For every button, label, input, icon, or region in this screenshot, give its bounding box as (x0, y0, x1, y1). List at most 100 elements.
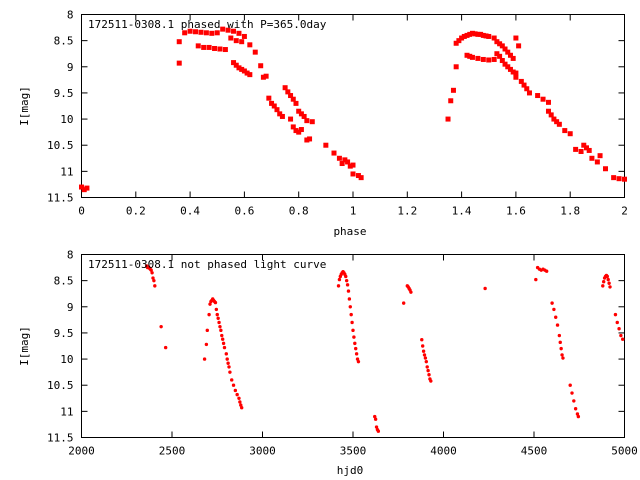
data-point (459, 35, 465, 41)
x-tick-label: 4000 (430, 445, 457, 458)
data-point (225, 27, 231, 33)
data-point (226, 361, 230, 365)
y-tick-label: 10.5 (47, 379, 74, 392)
data-point (586, 147, 592, 153)
data-point (594, 159, 600, 165)
data-point (252, 49, 258, 55)
data-point (209, 30, 215, 36)
data-point (220, 26, 226, 32)
data-point (346, 289, 351, 293)
data-point (345, 159, 351, 165)
data-point (151, 276, 155, 280)
x-tick-label: 2500 (159, 445, 186, 458)
data-point (448, 98, 454, 104)
data-point (578, 148, 584, 154)
data-point (347, 297, 352, 301)
data-point (208, 302, 212, 306)
data-point (589, 155, 595, 161)
data-point (505, 49, 511, 55)
data-point (342, 157, 348, 163)
data-point (497, 41, 503, 47)
data-point (510, 69, 516, 75)
y-tick-label: 9 (67, 301, 74, 314)
data-point (423, 356, 428, 360)
data-point (526, 90, 532, 96)
data-point (510, 55, 516, 61)
data-point (548, 112, 554, 118)
data-point (494, 51, 500, 57)
data-point (483, 286, 487, 291)
data-point (296, 129, 302, 135)
unphased-light-curve-chart: 2000 2500 3000 3500 4000 4500 5000 8 8.5 9 9.5 10 1… (18, 249, 638, 478)
data-point (567, 131, 573, 137)
data-point (355, 357, 360, 361)
data-point (573, 407, 578, 411)
x-tick-label: 4500 (521, 445, 548, 458)
data-point (505, 64, 511, 70)
data-point (544, 269, 549, 273)
data-point (228, 35, 234, 41)
data-point (607, 281, 611, 285)
data-point (478, 31, 484, 37)
data-point (217, 46, 223, 52)
data-point (204, 342, 209, 347)
x-tick-label: 1 (350, 205, 357, 218)
data-point (518, 78, 524, 84)
data-point (601, 284, 605, 288)
data-point (222, 345, 227, 350)
data-point (279, 113, 285, 119)
data-point (507, 52, 513, 58)
data-point (453, 40, 459, 46)
x-tick-label: 3000 (249, 445, 276, 458)
x-tick-label: 3500 (340, 445, 367, 458)
data-point (551, 116, 557, 122)
data-point (258, 63, 264, 69)
axis-ticks (81, 254, 625, 438)
data-point (424, 359, 429, 364)
data-point (557, 333, 562, 338)
plot-frame (81, 14, 625, 198)
data-point (420, 344, 425, 348)
data-point (617, 327, 621, 331)
data-point (217, 320, 221, 325)
data-point (219, 328, 223, 333)
data-point (606, 277, 610, 282)
data-point (218, 324, 222, 329)
x-tick-label: 5000 (611, 445, 638, 458)
chart-title: 172511-0308.1 phased with P=365.0day (88, 18, 327, 31)
y-tick-labels: 8 8.5 9 9.5 10 10.5 11 11.5 (47, 249, 74, 445)
data-point (349, 312, 353, 317)
x-tick-label: 0.4 (180, 205, 200, 218)
data-point (298, 111, 304, 117)
data-point (467, 53, 473, 59)
data-point (224, 352, 228, 356)
data-point (559, 346, 563, 351)
data-point (228, 370, 232, 374)
data-point (374, 425, 379, 429)
data-point (354, 352, 359, 356)
data-point (513, 35, 519, 41)
y-axis-label: I[mag] (18, 86, 31, 126)
data-point (79, 184, 84, 190)
data-point (521, 82, 527, 88)
data-point (187, 28, 193, 34)
data-point (499, 58, 505, 64)
data-point (445, 116, 451, 122)
y-tick-labels: 8 8.5 9 9.5 10 10.5 11 11.5 (47, 9, 74, 205)
x-tick-label: 0.2 (126, 205, 146, 218)
x-tick-label: 1.2 (397, 205, 417, 218)
x-tick-label: 1.6 (506, 205, 526, 218)
data-point (354, 346, 358, 351)
data-point (572, 399, 576, 403)
data-point (214, 307, 219, 312)
data-point (502, 46, 508, 52)
data-point (464, 32, 470, 38)
y-tick-label: 11.5 (47, 192, 74, 205)
data-point (227, 365, 231, 369)
y-tick-label: 8.5 (54, 35, 74, 48)
data-point (285, 89, 291, 95)
data-point (560, 353, 564, 357)
data-point (513, 70, 519, 76)
data-point (622, 176, 627, 182)
x-axis-label: phase (333, 225, 366, 238)
